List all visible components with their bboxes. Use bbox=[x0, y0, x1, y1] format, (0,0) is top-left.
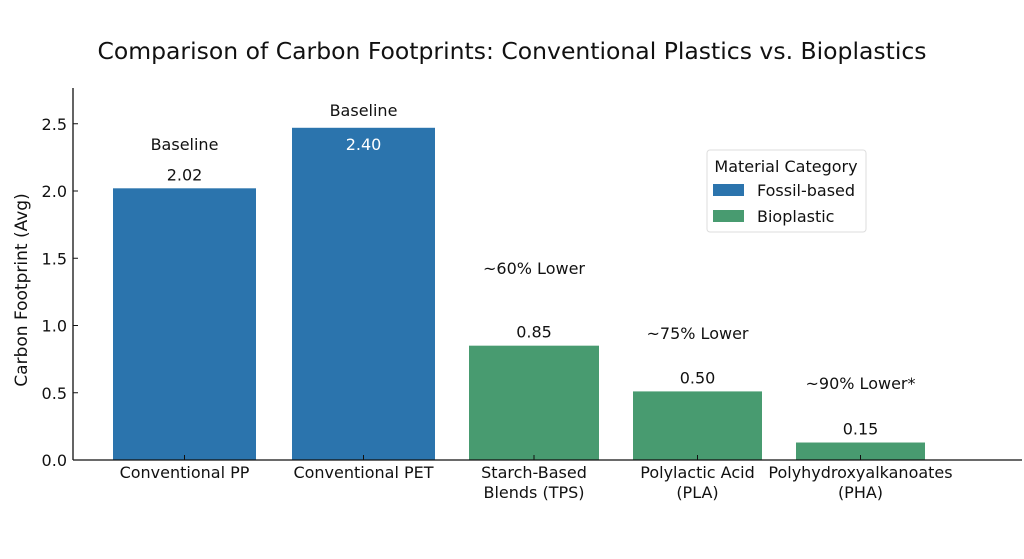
x-tick-label: Starch-Based bbox=[481, 463, 587, 482]
value-label: 2.40 bbox=[346, 135, 382, 154]
bar-3 bbox=[633, 391, 762, 460]
x-tick-label: Polylactic Acid bbox=[640, 463, 755, 482]
y-tick-label: 2.0 bbox=[42, 182, 67, 201]
x-tick-label: Conventional PET bbox=[293, 463, 433, 482]
x-tick-label: (PLA) bbox=[676, 483, 718, 502]
legend: Material Category Fossil-based Bioplasti… bbox=[706, 149, 867, 233]
y-tick-label: 2.5 bbox=[42, 115, 67, 134]
annotation-label: ~60% Lower bbox=[483, 259, 585, 278]
y-axis-label: Carbon Footprint (Avg) bbox=[12, 193, 32, 386]
legend-box bbox=[706, 149, 867, 233]
chart-title: Comparison of Carbon Footprints: Convent… bbox=[97, 37, 926, 65]
x-tick-label: Conventional PP bbox=[120, 463, 250, 482]
legend-label-fossil-based: Fossil-based bbox=[757, 181, 855, 200]
x-tick-label: Blends (TPS) bbox=[483, 483, 584, 502]
y-tick-label: 0.0 bbox=[42, 451, 67, 470]
bar-0 bbox=[113, 188, 256, 460]
y-tick-label: 0.5 bbox=[42, 384, 67, 403]
annotation-label: Baseline bbox=[151, 135, 219, 154]
legend-label-bioplastic: Bioplastic bbox=[757, 207, 834, 226]
annotation-label: ~90% Lower* bbox=[806, 374, 916, 393]
annotation-label: Baseline bbox=[330, 101, 398, 120]
legend-title: Material Category bbox=[714, 157, 857, 176]
value-label: 0.15 bbox=[843, 420, 879, 439]
y-tick-label: 1.5 bbox=[42, 249, 67, 268]
y-tick-label: 1.0 bbox=[42, 317, 67, 336]
bar-4 bbox=[796, 442, 925, 460]
x-tick-label: (PHA) bbox=[838, 483, 883, 502]
legend-swatch-fossil-based bbox=[713, 184, 744, 196]
value-label: 0.50 bbox=[680, 368, 716, 387]
bar-1 bbox=[292, 127, 435, 460]
x-tick-label: Polyhydroxyalkanoates bbox=[768, 463, 952, 482]
annotation-label: ~75% Lower bbox=[647, 324, 749, 343]
value-label: 0.85 bbox=[516, 323, 552, 342]
bar-2 bbox=[469, 345, 599, 460]
legend-swatch-bioplastic bbox=[713, 210, 744, 222]
value-label: 2.02 bbox=[167, 165, 203, 184]
